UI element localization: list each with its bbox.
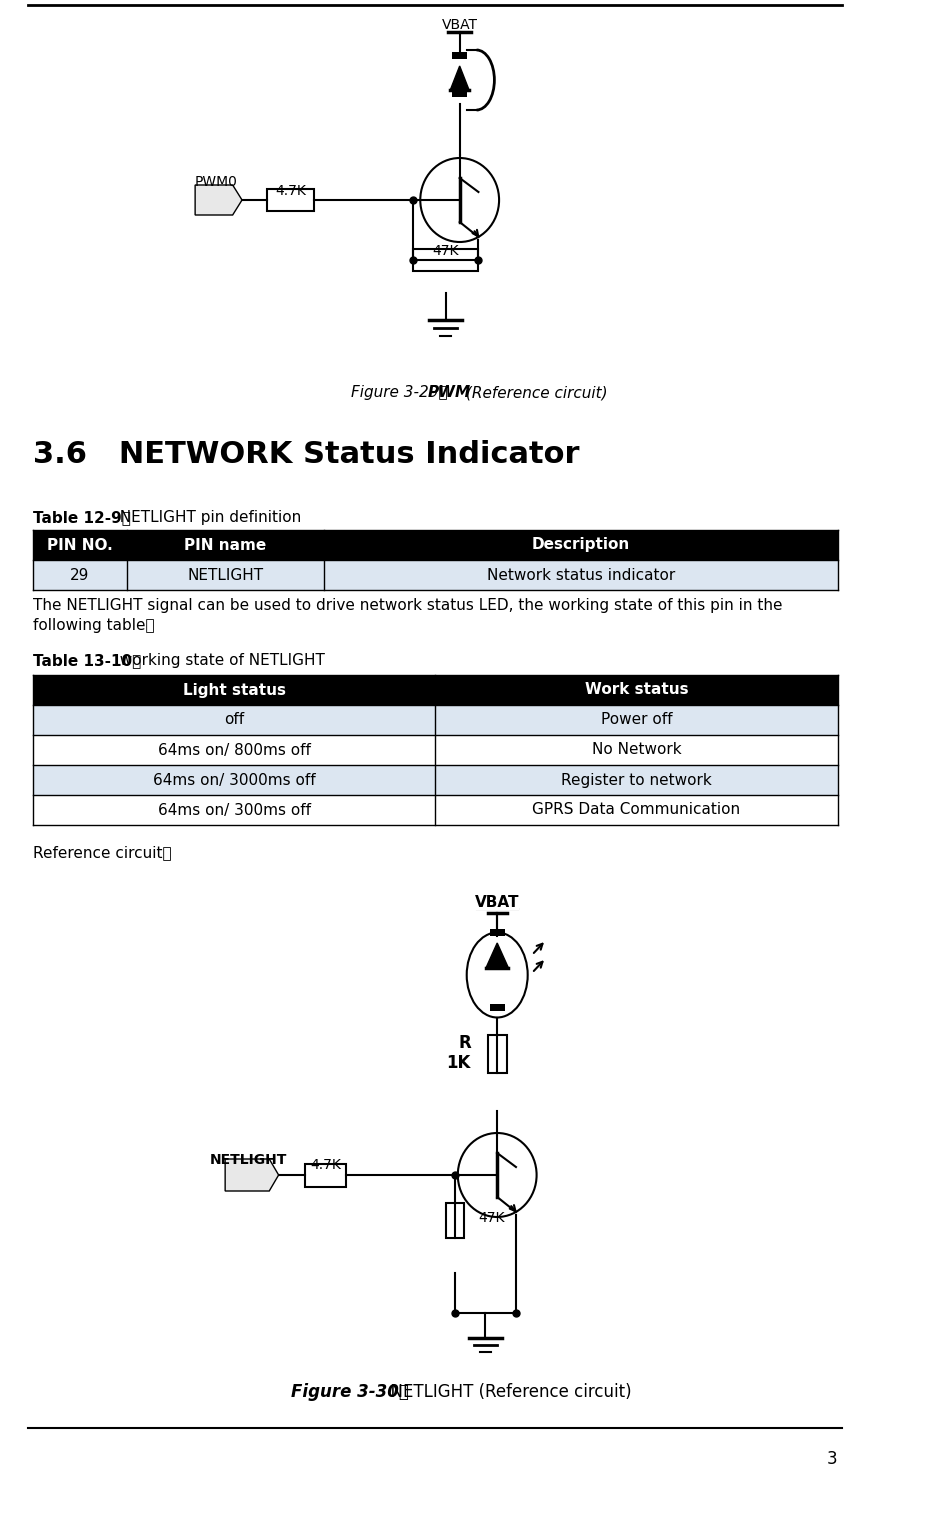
Text: (Reference circuit): (Reference circuit) <box>460 385 606 401</box>
Text: 4.7K: 4.7K <box>275 183 306 197</box>
Text: The NETLIGHT signal can be used to drive network status LED, the working state o: The NETLIGHT signal can be used to drive… <box>32 598 781 613</box>
Text: Reference circuit：: Reference circuit： <box>32 846 171 859</box>
Polygon shape <box>486 943 508 968</box>
Text: 47K: 47K <box>432 245 458 258</box>
Bar <box>445 1203 464 1238</box>
Text: following table：: following table： <box>32 618 154 633</box>
Text: off: off <box>223 713 244 728</box>
Text: Figure 3-29：: Figure 3-29： <box>350 385 447 401</box>
Polygon shape <box>225 1159 278 1191</box>
Text: PIN NO.: PIN NO. <box>47 538 112 552</box>
Text: 64ms on/ 300ms off: 64ms on/ 300ms off <box>158 803 311 818</box>
Polygon shape <box>450 66 468 90</box>
Bar <box>32 560 837 590</box>
Bar <box>32 705 837 735</box>
Bar <box>32 764 837 795</box>
Polygon shape <box>195 185 242 216</box>
Text: NETLIGHT: NETLIGHT <box>187 567 263 583</box>
Text: VBAT: VBAT <box>441 18 477 32</box>
Bar <box>451 90 466 96</box>
Text: PWM: PWM <box>427 385 470 401</box>
Text: NETLIGHT pin definition: NETLIGHT pin definition <box>109 511 300 524</box>
Bar <box>451 52 466 60</box>
Text: Table 13-10：: Table 13-10： <box>32 653 141 668</box>
Bar <box>305 1164 346 1187</box>
Bar <box>32 795 837 826</box>
Text: working state of NETLIGHT: working state of NETLIGHT <box>109 653 324 668</box>
Text: 64ms on/ 3000ms off: 64ms on/ 3000ms off <box>153 772 315 787</box>
Bar <box>32 674 837 705</box>
Bar <box>32 735 837 764</box>
Bar <box>32 531 837 560</box>
Bar <box>489 930 504 936</box>
Text: Work status: Work status <box>584 682 688 697</box>
Text: 3.6   NETWORK Status Indicator: 3.6 NETWORK Status Indicator <box>32 440 578 469</box>
Text: 3: 3 <box>826 1449 837 1468</box>
Bar <box>267 190 314 211</box>
Text: Register to network: Register to network <box>561 772 711 787</box>
Text: Light status: Light status <box>183 682 286 697</box>
Text: Figure 3-30：: Figure 3-30： <box>290 1384 408 1401</box>
Text: VBAT: VBAT <box>475 894 519 910</box>
Bar <box>489 1005 504 1011</box>
Text: 4.7K: 4.7K <box>310 1157 340 1173</box>
Text: Description: Description <box>531 538 629 552</box>
Bar <box>413 249 478 271</box>
Bar <box>488 1035 506 1073</box>
Text: PIN name: PIN name <box>184 538 266 552</box>
Text: Network status indicator: Network status indicator <box>486 567 674 583</box>
Text: 64ms on/ 800ms off: 64ms on/ 800ms off <box>158 743 311 757</box>
Text: No Network: No Network <box>591 743 680 757</box>
Text: 29: 29 <box>70 567 89 583</box>
Text: PWM0: PWM0 <box>194 174 237 190</box>
Text: GPRS Data Communication: GPRS Data Communication <box>532 803 740 818</box>
Text: Table 12-9：: Table 12-9： <box>32 511 131 524</box>
Text: Power off: Power off <box>600 713 671 728</box>
Text: NETLIGHT: NETLIGHT <box>210 1153 287 1167</box>
Text: NETLIGHT (Reference circuit): NETLIGHT (Reference circuit) <box>379 1384 631 1401</box>
Text: R
1K: R 1K <box>446 1034 470 1072</box>
Text: 47K: 47K <box>478 1211 504 1225</box>
